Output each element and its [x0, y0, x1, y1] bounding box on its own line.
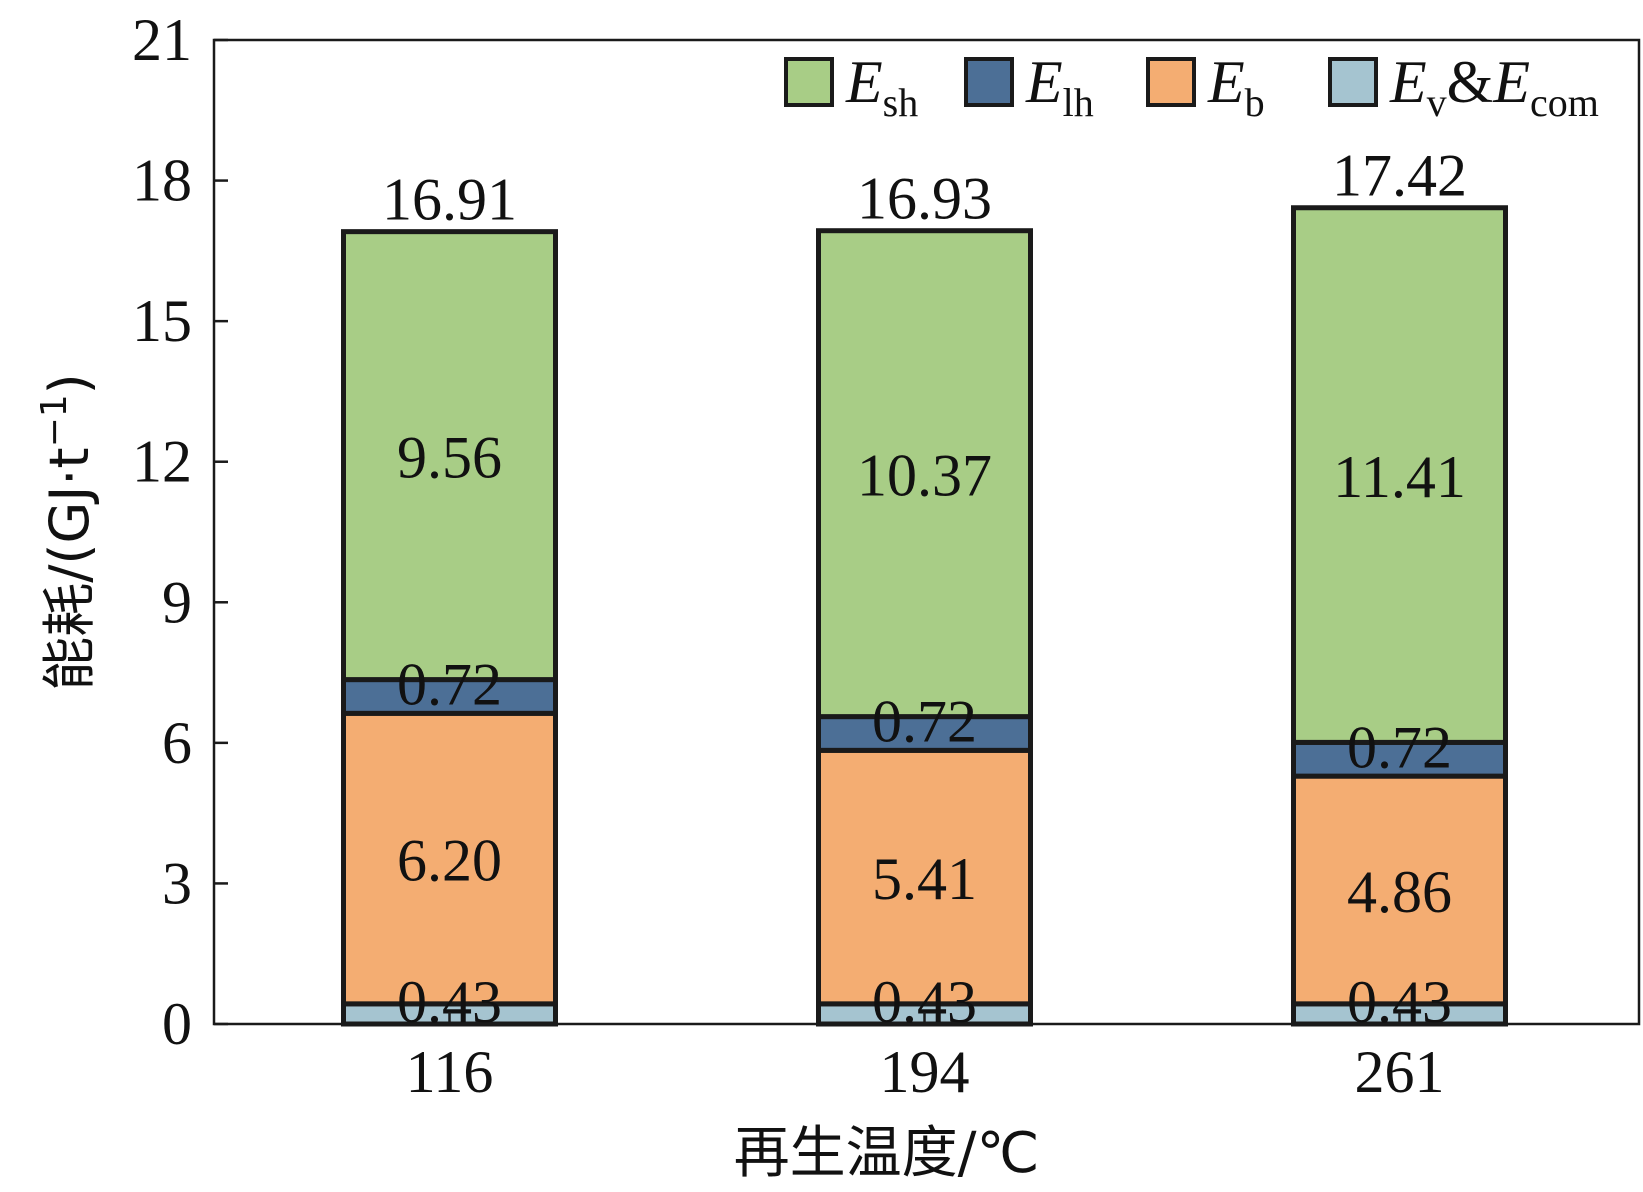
plot-frame	[212, 38, 1641, 1026]
bar-segment-3-1	[816, 228, 1033, 720]
legend: Esh Elh Eb Ev&Ecom	[784, 49, 1599, 125]
y-tick-label: 21	[132, 7, 192, 73]
bar-segment-3-2	[1291, 205, 1508, 745]
data-label: 6.20	[397, 828, 502, 894]
total-label: 16.91	[382, 167, 517, 233]
x-tick-label: 261	[1355, 1039, 1445, 1105]
y-tick-label: 15	[132, 288, 192, 354]
y-tick-label: 0	[162, 991, 192, 1057]
y-tick-label: 3	[162, 850, 192, 916]
data-label: 10.37	[857, 443, 992, 509]
legend-swatch	[1328, 57, 1378, 107]
y-tick-label: 6	[162, 710, 192, 776]
data-label: 9.56	[397, 425, 502, 491]
legend-swatch	[1146, 57, 1196, 107]
bar-segment-2-1	[816, 714, 1033, 753]
legend-swatch	[964, 57, 1014, 107]
data-label: 5.41	[872, 846, 977, 912]
data-label: 0.72	[397, 651, 502, 717]
x-tick-label: 116	[406, 1039, 494, 1105]
bar-segment-3-0	[341, 229, 558, 683]
data-label: 0.72	[1347, 714, 1452, 780]
legend-label: Esh	[845, 49, 918, 125]
data-label: 0.72	[872, 688, 977, 754]
total-label: 16.93	[857, 166, 992, 232]
x-tick-label: 194	[880, 1039, 970, 1105]
x-axis-title: 再生温度/℃	[734, 1121, 1040, 1186]
bars-layer	[341, 205, 1508, 1027]
legend-label: Elh	[1025, 49, 1094, 125]
y-tick-label: 12	[132, 429, 192, 495]
axes-layer: 116 194 261 0 3 6 9 12 15 18 21 再生温度/℃ 能耗/(GJ·t−1)	[34, 7, 1445, 1186]
y-axis-title: 能耗/(GJ·t−1)	[34, 373, 101, 691]
y-tick-label: 18	[132, 148, 192, 214]
legend-label: Eb	[1207, 49, 1265, 125]
y-tick-label: 9	[162, 569, 192, 635]
data-labels-layer: 0.436.200.729.5616.910.435.410.7210.3716…	[382, 143, 1467, 1035]
data-label: 4.86	[1347, 859, 1452, 925]
total-label: 17.42	[1332, 143, 1467, 209]
bar-segment-1-0	[341, 710, 558, 1007]
data-label: 11.41	[1333, 444, 1466, 510]
legend-label: Ev&Ecom	[1389, 49, 1599, 125]
legend-swatch	[784, 57, 834, 107]
